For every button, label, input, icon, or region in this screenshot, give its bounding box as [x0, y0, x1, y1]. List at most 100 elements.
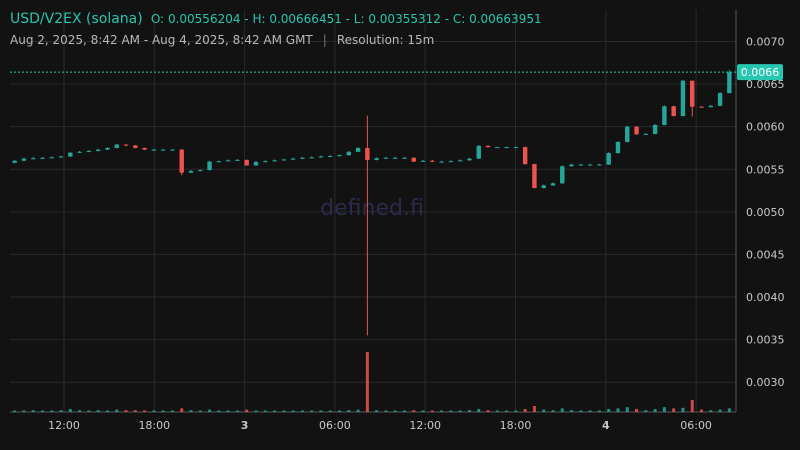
volume-bar: [356, 409, 360, 412]
candle-body: [198, 170, 203, 172]
volume-bar: [78, 410, 82, 412]
candle-body: [448, 161, 454, 163]
volume-bar: [430, 410, 434, 412]
volume-bar: [208, 409, 212, 412]
candle-body: [662, 106, 667, 125]
volume-bar: [217, 410, 221, 412]
volume-bar: [551, 410, 555, 412]
volume-bar: [662, 407, 666, 412]
chart-header: USD/V2EX (solana) O: 0.00556204 - H: 0.0…: [10, 11, 542, 27]
candle-body: [272, 160, 277, 162]
volume-bar: [727, 408, 731, 412]
candle-body: [86, 150, 92, 152]
candle-body: [560, 166, 565, 184]
y-tick-label: 0.0065: [746, 78, 785, 91]
candle-body: [225, 160, 231, 162]
candle-body: [207, 161, 212, 171]
volume-bar: [449, 410, 453, 412]
candle-body: [634, 126, 639, 135]
candle-body: [151, 149, 157, 151]
ohlc-readout: O: 0.00556204 - H: 0.00666451 - L: 0.003…: [150, 12, 542, 26]
volume-bar: [143, 410, 147, 412]
candle-body: [615, 142, 621, 154]
y-tick-label: 0.0060: [746, 121, 785, 134]
candle-body: [393, 157, 398, 159]
volume-bar: [700, 409, 704, 412]
volume-bar: [532, 406, 536, 412]
volume-bar: [542, 409, 546, 412]
volume-bar: [50, 410, 54, 412]
volume-bar: [505, 410, 509, 412]
volume-bar: [653, 409, 657, 412]
candle-body: [643, 133, 649, 135]
volume-bar: [402, 410, 406, 412]
candle-body: [652, 124, 658, 134]
candle-body: [68, 152, 73, 157]
y-tick-label: 0.0040: [746, 291, 785, 304]
candle-body: [374, 158, 379, 160]
candle-body: [21, 158, 27, 161]
volume-bar: [588, 410, 592, 412]
candle-body: [216, 161, 222, 163]
candle-body: [244, 159, 249, 166]
watermark: defined.fi: [320, 196, 424, 221]
volume-bar: [616, 408, 620, 412]
header-separator: |: [322, 33, 327, 47]
volume-bar: [161, 410, 165, 412]
candle-body: [467, 158, 472, 161]
candle-body: [680, 80, 686, 117]
volume-bar: [458, 410, 462, 412]
volume-bar: [514, 410, 518, 412]
volume-bar: [124, 410, 128, 412]
candle-body: [12, 160, 17, 163]
volume-bar: [105, 410, 109, 412]
volume-bar: [13, 410, 17, 412]
candle-body: [77, 151, 82, 153]
candle-body: [402, 157, 407, 159]
volume-bar: [718, 409, 722, 412]
candle-body: [188, 170, 194, 173]
volume-bar: [477, 409, 481, 412]
candle-body: [578, 164, 584, 166]
candle-body: [383, 157, 389, 159]
candle-body: [95, 149, 101, 151]
candle-body: [337, 155, 342, 157]
candle-body: [49, 157, 54, 159]
volume-bar: [115, 409, 119, 412]
candle-body: [235, 159, 240, 161]
candle-body: [476, 145, 481, 159]
volume-bar: [226, 410, 230, 412]
volume-bar: [579, 410, 583, 412]
volume-bar: [96, 410, 100, 412]
volume-bar: [291, 410, 295, 412]
volume-bar: [486, 410, 490, 412]
x-tick-label: 12:00: [48, 419, 80, 432]
candle-body: [179, 149, 184, 173]
candle-body: [105, 147, 110, 150]
candle-body: [727, 72, 732, 94]
volume-bar: [254, 410, 258, 412]
volume-bar: [40, 410, 44, 412]
candle-body: [485, 145, 491, 148]
volume-bar: [22, 410, 26, 412]
resolution-label: Resolution: 15m: [336, 33, 435, 47]
volume-bar: [607, 409, 611, 412]
candle-body: [587, 164, 593, 166]
candle-body: [40, 157, 45, 159]
candle-body: [708, 105, 713, 108]
candle-body: [495, 147, 500, 149]
symbol-label: USD/V2EX (solana): [10, 11, 143, 27]
chart-subheader: Aug 2, 2025, 8:42 AM - Aug 4, 2025, 8:42…: [10, 33, 434, 47]
volume-bar: [523, 409, 527, 412]
candle-body: [346, 151, 351, 156]
volume-bar: [440, 410, 444, 412]
candle-body: [699, 106, 704, 108]
candle-body: [290, 158, 296, 160]
candle-body: [522, 147, 528, 165]
y-tick-label: 0.0070: [746, 36, 785, 49]
candle-body: [541, 185, 546, 189]
volume-bar: [709, 410, 713, 412]
volume-bar: [31, 410, 35, 412]
last-price-label: 0.0066: [741, 66, 780, 79]
